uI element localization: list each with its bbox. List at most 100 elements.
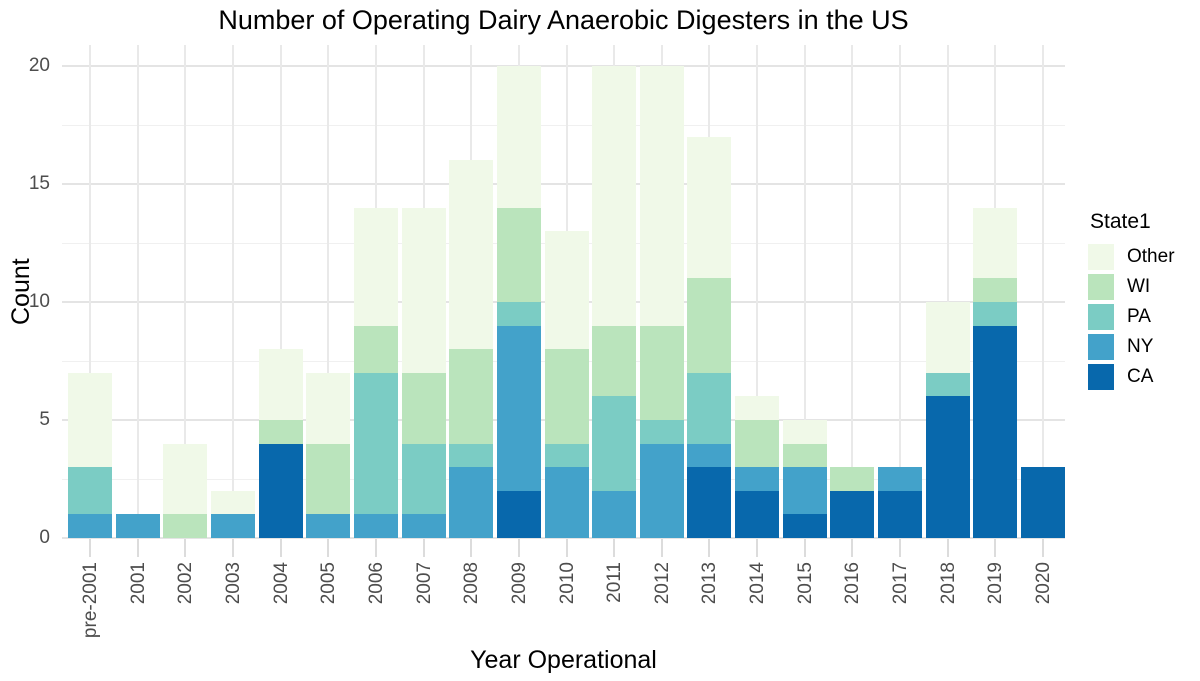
bar-segment-wi	[735, 420, 780, 468]
bar-segment-pa	[449, 443, 494, 468]
bar-segment-wi	[687, 278, 732, 373]
x-axis-tick	[660, 539, 663, 557]
gridline-vertical	[327, 45, 330, 538]
x-axis-tick	[565, 539, 568, 557]
plot-area	[62, 45, 1065, 539]
bar-segment-ca	[735, 490, 780, 538]
bar-segment-other	[735, 396, 780, 420]
bar-segment-ca	[782, 514, 827, 538]
bar-segment-pa	[925, 372, 970, 397]
x-axis-tick	[89, 539, 91, 557]
bar-segment-wi	[973, 278, 1018, 302]
y-tick-label: 0	[39, 527, 50, 548]
x-axis-tick	[422, 539, 425, 557]
x-axis-tick	[899, 539, 902, 557]
bar-segment-wi	[449, 349, 494, 444]
x-axis-tick	[470, 539, 473, 557]
bar-segment-other	[592, 66, 637, 326]
gridline-vertical	[136, 45, 139, 538]
y-tick-label: 20	[28, 55, 50, 76]
bar-segment-other	[306, 372, 351, 444]
x-tick-label: 2005	[318, 562, 340, 605]
bar-segment-other	[925, 302, 970, 373]
bar-segment-ca	[258, 443, 303, 538]
legend: State1 Other WI PA NY CA	[1088, 210, 1175, 394]
bar-segment-pa	[544, 443, 589, 468]
bar-segment-wi	[258, 420, 303, 444]
bar-segment-pa	[639, 420, 684, 444]
legend-swatch	[1088, 364, 1114, 390]
bar-segment-wi	[163, 514, 208, 538]
bar-segment-other	[782, 420, 827, 444]
x-axis-tick	[756, 539, 759, 557]
bar-segment-ca	[878, 490, 923, 538]
bar-segment-other	[687, 136, 732, 279]
bar-segment-wi	[782, 443, 827, 468]
x-axis-tick	[1042, 539, 1044, 557]
gridline-vertical	[279, 45, 282, 538]
bar-segment-wi	[639, 325, 684, 420]
x-tick-label: 2010	[556, 562, 578, 605]
x-tick-label: 2018	[937, 562, 959, 605]
legend-label: PA	[1127, 306, 1151, 327]
x-tick-label: 2006	[365, 562, 387, 605]
x-tick-label: 2001	[127, 562, 149, 605]
bar-segment-wi	[306, 443, 351, 515]
x-axis-tick	[517, 539, 520, 557]
x-axis-title: Year Operational	[470, 646, 657, 674]
y-tick-label: 15	[28, 173, 50, 194]
x-tick-label: 2015	[794, 562, 816, 605]
x-axis-tick	[327, 539, 330, 557]
x-tick-label: 2013	[699, 562, 721, 605]
bar-segment-ny	[496, 325, 541, 491]
x-tick-label: 2016	[842, 562, 864, 605]
legend-label: CA	[1127, 366, 1154, 387]
bar-segment-ny	[68, 514, 112, 538]
x-tick-label: 2003	[222, 562, 244, 605]
gridline-vertical	[89, 45, 91, 538]
bar-segment-other	[68, 372, 112, 468]
gridline-major	[62, 537, 1065, 539]
x-tick-label: 2012	[651, 562, 673, 605]
legend-swatch	[1088, 304, 1114, 330]
x-tick-label: 2009	[508, 562, 530, 605]
x-tick-label: pre-2001	[80, 562, 101, 639]
x-tick-label: 2008	[461, 562, 483, 605]
bar-segment-other	[258, 349, 303, 420]
bar-segment-ny	[687, 443, 732, 468]
x-tick-label: 2017	[890, 562, 912, 605]
bar-segment-ny	[878, 467, 923, 491]
bar-segment-wi	[496, 207, 541, 302]
legend-title: State1	[1090, 210, 1151, 233]
bar-segment-other	[449, 160, 494, 350]
x-axis-tick	[184, 539, 187, 557]
bar-segment-pa	[496, 302, 541, 326]
bar-segment-ny	[449, 467, 494, 538]
x-axis-tick	[851, 539, 854, 557]
bar-segment-ny	[639, 443, 684, 538]
gridline-vertical	[899, 45, 902, 538]
bar-segment-ny	[401, 514, 446, 538]
legend-item-pa: PA	[1088, 304, 1175, 330]
x-tick-label: 2014	[747, 562, 769, 605]
bar-segment-pa	[687, 372, 732, 444]
bar-segment-ca	[687, 467, 732, 538]
gridline-vertical	[1042, 45, 1044, 538]
bar-segment-wi	[830, 467, 875, 491]
bar-segment-other	[544, 231, 589, 350]
bar-segment-pa	[592, 396, 637, 491]
bar-segment-wi	[592, 325, 637, 397]
x-axis-tick	[231, 539, 234, 557]
bar-segment-wi	[353, 325, 398, 373]
gridline-vertical	[756, 45, 759, 538]
bar-segment-ca	[973, 325, 1018, 538]
bar-segment-ny	[592, 490, 637, 538]
bar-segment-other	[401, 207, 446, 373]
legend-swatch	[1088, 244, 1114, 270]
bar-segment-other	[639, 66, 684, 326]
x-axis-tick	[136, 539, 139, 557]
gridline-vertical	[184, 45, 187, 538]
bar-segment-other	[973, 207, 1018, 279]
bar-segment-ca	[496, 490, 541, 538]
x-tick-label: 2019	[985, 562, 1007, 605]
